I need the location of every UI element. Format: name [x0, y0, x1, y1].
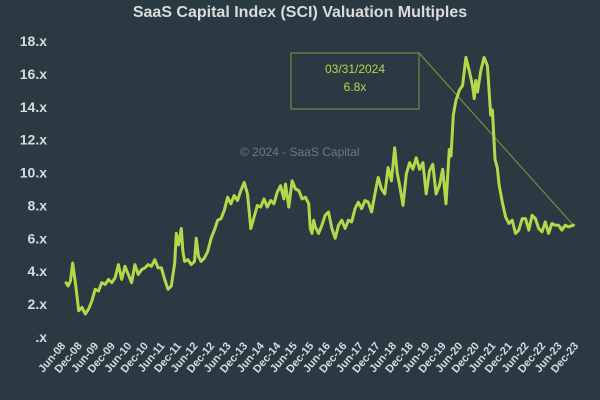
y-axis: .x 2.x 4.x 6.x 8.x 10.x 12.x 14.x 16.x 18.x: [20, 33, 47, 345]
y-tick-label: 12.x: [20, 132, 47, 148]
x-axis: Jun-08Dec-08Jun-09Dec-09Jun-10Dec-10Jun-…: [36, 340, 581, 376]
y-tick-label: 2.x: [28, 296, 48, 312]
y-tick-label: 16.x: [20, 66, 47, 82]
y-tick-label: 8.x: [28, 197, 48, 213]
callout-date: 03/31/2024: [325, 62, 385, 76]
y-tick-label: 18.x: [20, 33, 47, 49]
watermark: © 2024 - SaaS Capital: [240, 145, 360, 159]
y-tick-label: .x: [35, 329, 47, 345]
callout-box: [290, 52, 420, 110]
y-tick-label: 14.x: [20, 99, 47, 115]
y-tick-label: 4.x: [28, 263, 48, 279]
chart-title: SaaS Capital Index (SCI) Valuation Multi…: [133, 4, 467, 21]
series-line: [64, 55, 575, 316]
callout-pointer-line: [418, 52, 574, 226]
y-tick-label: 6.x: [28, 230, 48, 246]
series-layer: [64, 55, 575, 316]
callout-value: 6.8x: [344, 80, 367, 94]
y-tick-label: 10.x: [20, 165, 47, 181]
callout: 03/31/2024 6.8x: [290, 52, 420, 110]
